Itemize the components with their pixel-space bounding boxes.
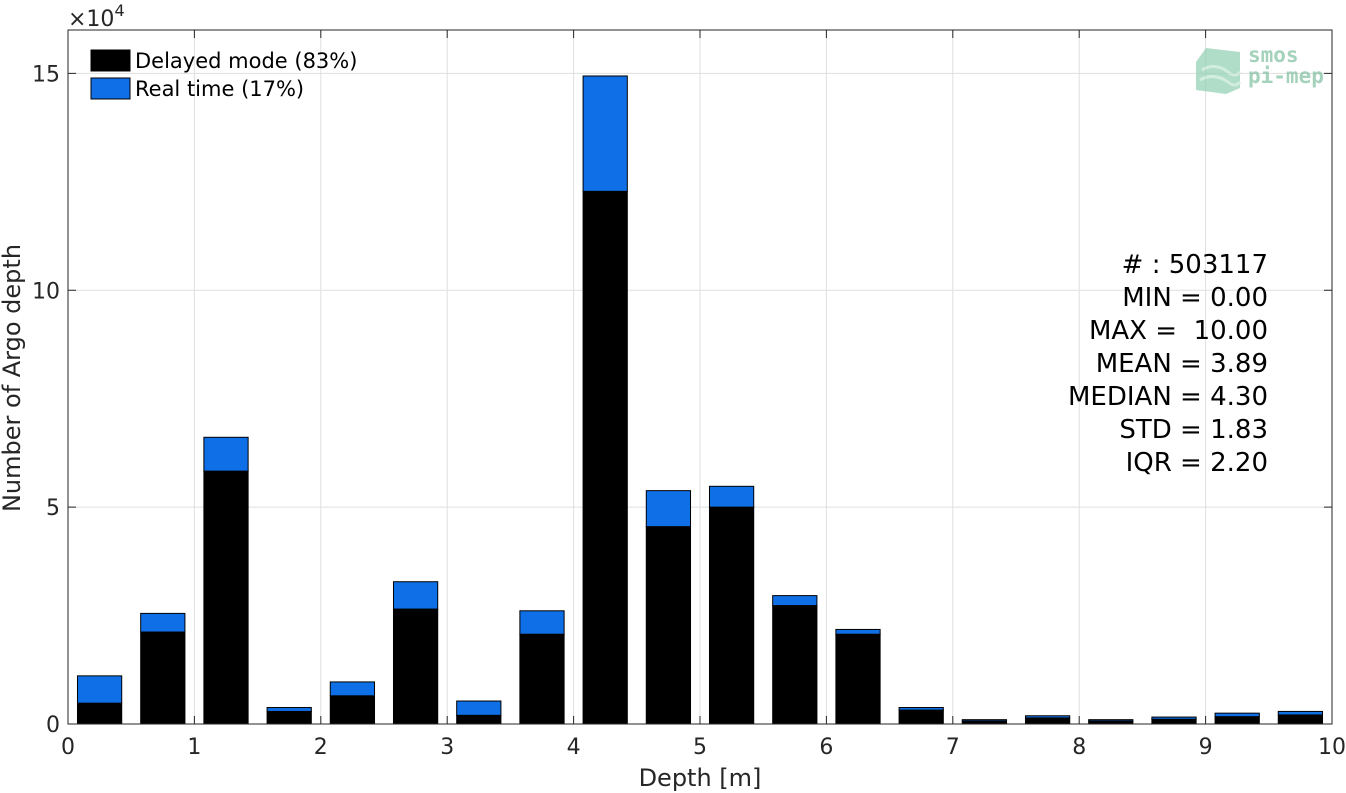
bar-delayed-mode xyxy=(772,605,818,725)
bar-real-time xyxy=(519,610,565,635)
x-tick-label: 6 xyxy=(819,735,833,760)
axis-ticks: 0 1 2 3 4 5 6 7 8 9 10 0 5 10 15 xyxy=(32,30,1346,760)
logo-line1: smos xyxy=(1248,43,1299,67)
x-tick-label: 5 xyxy=(693,735,707,760)
bar-real-time xyxy=(203,436,249,472)
bar-real-time xyxy=(961,719,1008,722)
bar-real-time xyxy=(1214,712,1260,718)
x-tick-label: 2 xyxy=(314,735,328,760)
bar-delayed-mode xyxy=(203,470,249,725)
bar-delayed-mode xyxy=(329,695,376,725)
y-tick-label: 15 xyxy=(32,62,60,87)
y-tick-label: 5 xyxy=(46,496,60,521)
bar-real-time xyxy=(835,628,881,635)
bar-real-time xyxy=(898,707,944,711)
bar-real-time xyxy=(645,490,692,528)
y-exponent-power: 4 xyxy=(114,1,124,20)
legend-label-delayed: Delayed mode (83%) xyxy=(135,49,357,73)
bar-real-time xyxy=(708,485,755,508)
y-exponent-label: ×104 xyxy=(68,1,125,32)
x-tick-label: 3 xyxy=(440,735,454,760)
bar-delayed-mode xyxy=(456,714,502,725)
x-tick-label: 4 xyxy=(567,735,581,760)
bar-real-time xyxy=(456,700,502,716)
bar-real-time xyxy=(1151,716,1197,720)
y-exponent-base: ×10 xyxy=(68,7,114,32)
bar-real-time xyxy=(392,581,439,610)
y-tick-label: 10 xyxy=(32,279,60,304)
bar-delayed-mode xyxy=(140,631,186,725)
legend-swatch-realtime xyxy=(90,77,131,100)
x-tick-label: 7 xyxy=(946,735,960,760)
bar-delayed-mode xyxy=(835,633,881,725)
stats-block: # : 503117 MIN = 0.00 MAX = 10.00 MEAN =… xyxy=(1068,250,1268,478)
bar-real-time xyxy=(772,595,818,607)
bar-real-time xyxy=(582,75,628,192)
bar-real-time xyxy=(329,681,376,697)
bar-delayed-mode xyxy=(898,709,944,725)
bar-delayed-mode xyxy=(266,710,312,725)
bar-delayed-mode xyxy=(76,702,123,725)
bar-delayed-mode xyxy=(1214,716,1260,725)
bar-delayed-mode xyxy=(645,526,692,725)
bars xyxy=(76,75,1324,725)
y-tick-label: 0 xyxy=(46,713,60,738)
bar-delayed-mode xyxy=(1024,717,1071,725)
grid-lines xyxy=(68,30,1332,724)
logo-line2: pi-mep xyxy=(1248,64,1324,88)
bar-delayed-mode xyxy=(1277,714,1324,725)
smos-pimep-logo: smos pi-mep xyxy=(1196,43,1324,94)
bar-real-time xyxy=(1024,715,1071,719)
x-tick-label: 1 xyxy=(187,735,201,760)
stats-std: STD = 1.83 xyxy=(1119,415,1268,445)
bar-real-time xyxy=(76,675,123,704)
stats-max: MAX = 10.00 xyxy=(1089,316,1268,346)
bar-real-time xyxy=(266,707,312,712)
legend: Delayed mode (83%) Real time (17%) xyxy=(90,49,357,101)
stats-mean: MEAN = 3.89 xyxy=(1096,349,1268,379)
legend-swatch-delayed xyxy=(90,49,131,72)
y-axis-label: Number of Argo depth xyxy=(0,244,26,512)
bar-real-time xyxy=(1277,710,1324,716)
bar-delayed-mode xyxy=(582,190,628,725)
x-axis-label: Depth [m] xyxy=(639,764,762,792)
bar-delayed-mode xyxy=(1151,718,1197,725)
x-tick-label: 10 xyxy=(1318,735,1346,760)
legend-label-realtime: Real time (17%) xyxy=(135,77,304,101)
stats-median: MEDIAN = 4.30 xyxy=(1068,382,1268,412)
x-tick-label: 9 xyxy=(1199,735,1213,760)
logo-wave-icon xyxy=(1196,48,1240,94)
stats-iqr: IQR = 2.20 xyxy=(1126,448,1268,478)
bar-real-time xyxy=(1088,719,1134,722)
bar-real-time xyxy=(140,612,186,633)
bar-delayed-mode xyxy=(519,633,565,725)
bar-delayed-mode xyxy=(708,506,755,725)
x-tick-label: 8 xyxy=(1072,735,1086,760)
stats-min: MIN = 0.00 xyxy=(1122,283,1268,313)
x-tick-label: 0 xyxy=(61,735,75,760)
stats-count: # : 503117 xyxy=(1122,250,1268,280)
bar-delayed-mode xyxy=(392,608,439,725)
